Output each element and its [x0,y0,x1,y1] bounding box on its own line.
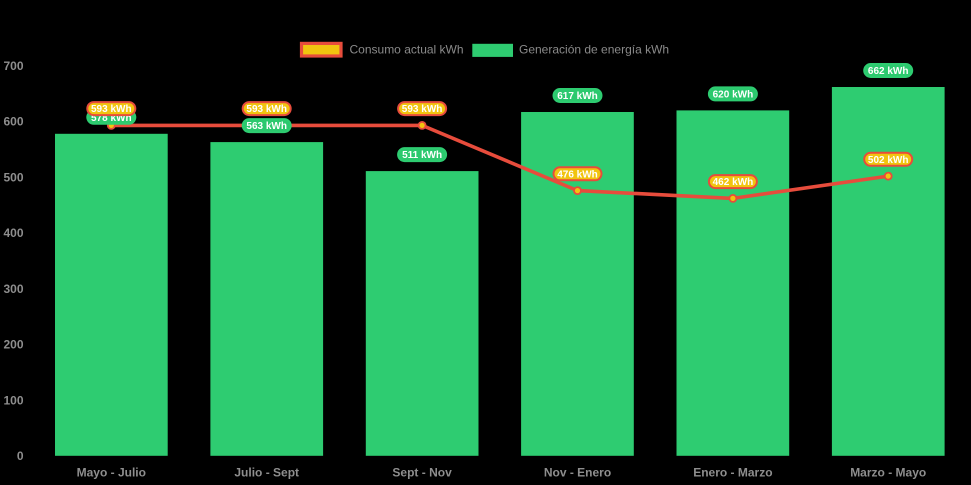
svg-text:617 kWh: 617 kWh [557,91,598,102]
svg-text:593 kWh: 593 kWh [402,104,443,115]
svg-text:563 kWh: 563 kWh [246,121,287,132]
svg-text:662 kWh: 662 kWh [868,66,909,77]
svg-text:400: 400 [3,226,23,240]
svg-text:Julio - Sept: Julio - Sept [234,466,299,480]
svg-text:Enero - Marzo: Enero - Marzo [693,466,772,480]
svg-text:700: 700 [3,59,23,73]
svg-text:0: 0 [17,449,24,463]
svg-text:100: 100 [3,393,23,407]
svg-text:300: 300 [3,282,23,296]
svg-text:578 kWh: 578 kWh [91,113,132,124]
svg-text:Marzo - Mayo: Marzo - Mayo [850,466,926,480]
svg-text:Mayo - Julio: Mayo - Julio [77,466,146,480]
svg-text:Consumo actual kWh: Consumo actual kWh [350,42,464,56]
svg-text:Sept - Nov: Sept - Nov [392,466,452,480]
svg-text:462 kWh: 462 kWh [713,177,754,188]
svg-text:Generación de energía kWh: Generación de energía kWh [519,42,669,56]
svg-text:502 kWh: 502 kWh [868,155,909,166]
svg-text:593 kWh: 593 kWh [91,104,132,115]
svg-text:620 kWh: 620 kWh [713,90,754,101]
svg-text:200: 200 [3,338,23,352]
svg-text:Nov - Enero: Nov - Enero [544,466,611,480]
svg-text:476 kWh: 476 kWh [557,169,598,180]
svg-text:511 kWh: 511 kWh [402,150,442,161]
svg-text:500: 500 [3,170,23,184]
svg-text:600: 600 [3,115,23,129]
svg-text:593 kWh: 593 kWh [246,104,287,115]
